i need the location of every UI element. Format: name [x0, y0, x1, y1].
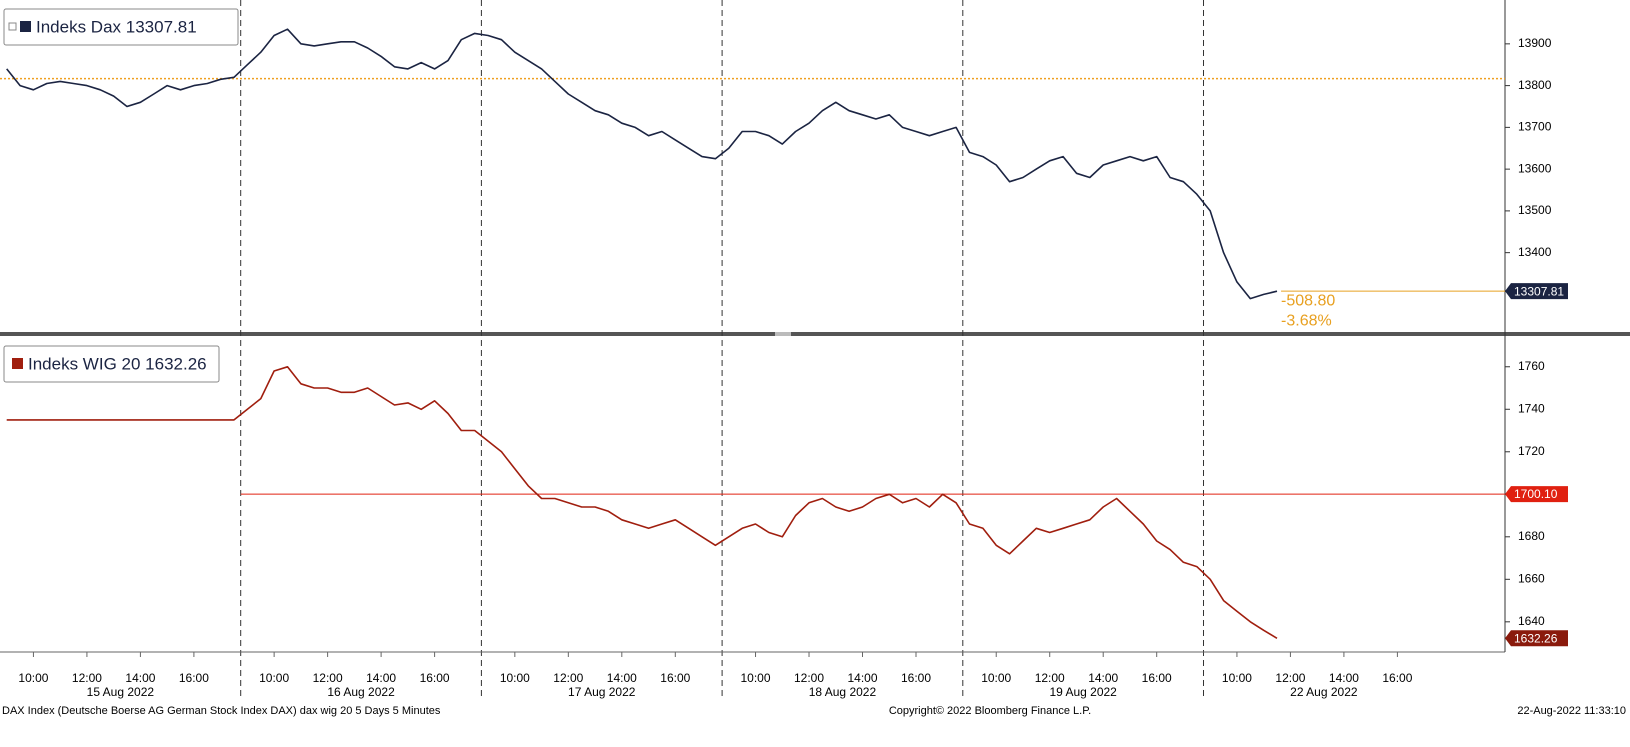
- x-tick-label: 14:00: [1329, 671, 1359, 685]
- tag-shape: [1505, 630, 1568, 647]
- x-tick-label: 16:00: [660, 671, 690, 685]
- x-tick-label: 10:00: [500, 671, 530, 685]
- y-tick-label: 13900: [1518, 36, 1552, 50]
- y-tick-label: 1720: [1518, 444, 1545, 458]
- panel-separator: [0, 332, 1630, 336]
- legend-swatch: [12, 358, 23, 369]
- y-tick-label: 1660: [1518, 571, 1545, 585]
- x-tick-label: 16:00: [420, 671, 450, 685]
- series-line: [6, 28, 1278, 300]
- x-tick-label: 16:00: [1382, 671, 1412, 685]
- separator-handle: [775, 332, 791, 336]
- y-tick-label: 1760: [1518, 359, 1545, 373]
- x-tick-label: 10:00: [18, 671, 48, 685]
- day-label: 22 Aug 2022: [1290, 685, 1358, 699]
- x-tick-label: 10:00: [741, 671, 771, 685]
- y-tick-label: 13700: [1518, 120, 1552, 134]
- legend: Indeks WIG 20 1632.26: [3, 345, 220, 383]
- day-label: 17 Aug 2022: [568, 685, 636, 699]
- y-tick-label: 13400: [1518, 245, 1552, 259]
- x-tick-label: 16:00: [179, 671, 209, 685]
- legend-swatch: [20, 21, 31, 32]
- legend: Indeks Dax 13307.81: [3, 8, 239, 46]
- x-tick-label: 10:00: [981, 671, 1011, 685]
- x-tick-label: 14:00: [607, 671, 637, 685]
- tag-label: 13307.81: [1514, 284, 1564, 298]
- day-label: 15 Aug 2022: [87, 685, 155, 699]
- x-tick-label: 10:00: [1222, 671, 1252, 685]
- x-tick-label: 14:00: [366, 671, 396, 685]
- footer-right: 22-Aug-2022 11:33:10: [1517, 705, 1626, 717]
- value-tag: 1632.26: [1505, 630, 1568, 647]
- x-tick-label: 12:00: [553, 671, 583, 685]
- x-tick-label: 14:00: [125, 671, 155, 685]
- y-tick-label: 1640: [1518, 614, 1545, 628]
- y-tick-label: 1740: [1518, 401, 1545, 415]
- footer-left: DAX Index (Deutsche Boerse AG German Sto…: [2, 705, 441, 717]
- x-tick-label: 14:00: [847, 671, 877, 685]
- series-line: [6, 366, 1278, 639]
- day-label: 19 Aug 2022: [1049, 685, 1117, 699]
- x-tick-label: 16:00: [901, 671, 931, 685]
- y-tick-label: 13800: [1518, 78, 1552, 92]
- x-tick-label: 12:00: [313, 671, 343, 685]
- value-tag: 1700.10: [1505, 486, 1568, 503]
- footer-center: Copyright© 2022 Bloomberg Finance L.P.: [889, 705, 1091, 717]
- value-tag: 13307.81: [1505, 283, 1568, 300]
- tag-shape: [1505, 486, 1568, 503]
- change-annotation: -3.68%: [1281, 312, 1332, 329]
- y-tick-label: 13500: [1518, 203, 1552, 217]
- day-label: 18 Aug 2022: [809, 685, 877, 699]
- legend-expander: [8, 22, 17, 31]
- x-tick-label: 10:00: [259, 671, 289, 685]
- legend-label: Indeks Dax 13307.81: [36, 17, 197, 36]
- change-annotation: -508.80: [1281, 292, 1335, 309]
- y-tick-label: 1680: [1518, 529, 1545, 543]
- x-tick-label: 14:00: [1088, 671, 1118, 685]
- day-label: 16 Aug 2022: [327, 685, 395, 699]
- legend-box: [3, 345, 220, 383]
- tag-shape: [1505, 283, 1568, 300]
- x-tick-label: 12:00: [1035, 671, 1065, 685]
- x-tick-label: 12:00: [72, 671, 102, 685]
- legend-box: [3, 8, 239, 46]
- x-tick-label: 12:00: [794, 671, 824, 685]
- y-tick-label: 13600: [1518, 161, 1552, 175]
- tag-label: 1700.10: [1514, 487, 1558, 501]
- x-tick-label: 16:00: [1142, 671, 1172, 685]
- tag-label: 1632.26: [1514, 631, 1558, 645]
- x-tick-label: 12:00: [1275, 671, 1305, 685]
- legend-label: Indeks WIG 20 1632.26: [28, 354, 207, 373]
